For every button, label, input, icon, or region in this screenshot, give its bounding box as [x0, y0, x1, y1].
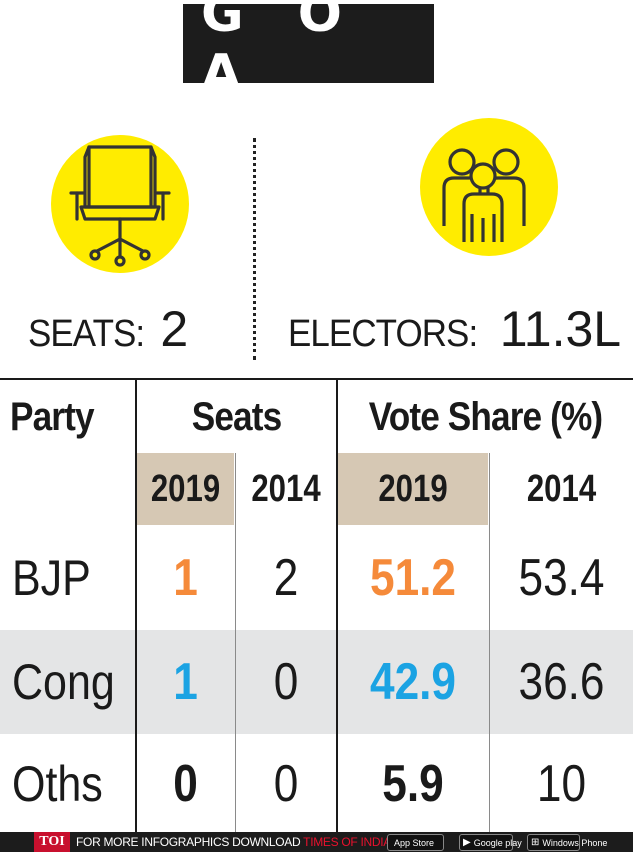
page-title: G O A [183, 0, 434, 104]
cong-seats-2014: 0 [273, 653, 299, 711]
seats-header: Seats [191, 394, 282, 439]
seats-stat: SEATS: 2 [28, 300, 188, 360]
office-chair-icon [51, 135, 189, 273]
year-2014-seats: 2014 [251, 467, 321, 510]
google-play-badge[interactable]: ▶ Google play [459, 834, 522, 851]
windows-phone-badge[interactable]: ⊞ Windows Phone [527, 834, 607, 851]
cong-row-band [0, 630, 633, 734]
party-name: Cong [12, 654, 115, 710]
bjp-vote-2019: 51.2 [369, 549, 457, 607]
people-group-icon [420, 118, 558, 256]
year-2014-vote: 2014 [526, 467, 597, 510]
seats-label: SEATS: [28, 313, 145, 355]
toi-logo: TOI [34, 832, 70, 852]
app-store-badge[interactable]: App Store [387, 834, 444, 851]
year-header-bg [338, 453, 488, 525]
oths-vote-2014: 10 [536, 755, 587, 813]
section-divider [253, 138, 256, 360]
footer-text: FOR MORE INFOGRAPHICS DOWNLOAD TIMES OF … [76, 835, 416, 849]
electors-stat: ELECTORS: 11.3L [288, 300, 621, 360]
cong-vote-2019: 42.9 [369, 653, 457, 711]
electors-value: 11.3L [499, 301, 622, 357]
year-header-bg [137, 453, 234, 525]
windows-phone-label: Windows Phone [542, 837, 608, 848]
table-border-top [0, 378, 633, 380]
play-icon: ▶ [463, 837, 471, 848]
bjp-seats-2014: 2 [273, 549, 299, 607]
seats-value: 2 [160, 301, 189, 357]
column-divider [336, 378, 338, 832]
google-play-label: Google play [473, 837, 522, 848]
oths-seats-2014: 0 [273, 755, 299, 813]
vote-share-header: Vote Share (%) [368, 394, 603, 439]
oths-vote-2019: 5.9 [382, 755, 444, 813]
windows-icon: ⊞ [531, 837, 540, 848]
year-2019-seats: 2019 [150, 467, 221, 510]
results-table: Party Seats Vote Share (%) 2019 2014 201… [0, 378, 633, 832]
cong-seats-2019: 1 [173, 653, 198, 711]
column-divider [489, 453, 490, 832]
bjp-seats-2019: 1 [173, 549, 198, 607]
oths-seats-2019: 0 [173, 755, 198, 813]
party-name: Oths [12, 756, 103, 812]
footer-prefix: FOR MORE INFOGRAPHICS DOWNLOAD [76, 835, 304, 849]
app-store-label: App Store [394, 837, 435, 848]
year-2019-vote: 2019 [378, 467, 448, 510]
cong-vote-2014: 36.6 [518, 653, 605, 711]
bjp-vote-2014: 53.4 [518, 549, 605, 607]
party-name: BJP [12, 550, 91, 606]
party-header: Party [10, 394, 95, 439]
electors-label: ELECTORS: [288, 313, 478, 355]
column-divider [235, 453, 236, 832]
column-divider [135, 378, 137, 832]
